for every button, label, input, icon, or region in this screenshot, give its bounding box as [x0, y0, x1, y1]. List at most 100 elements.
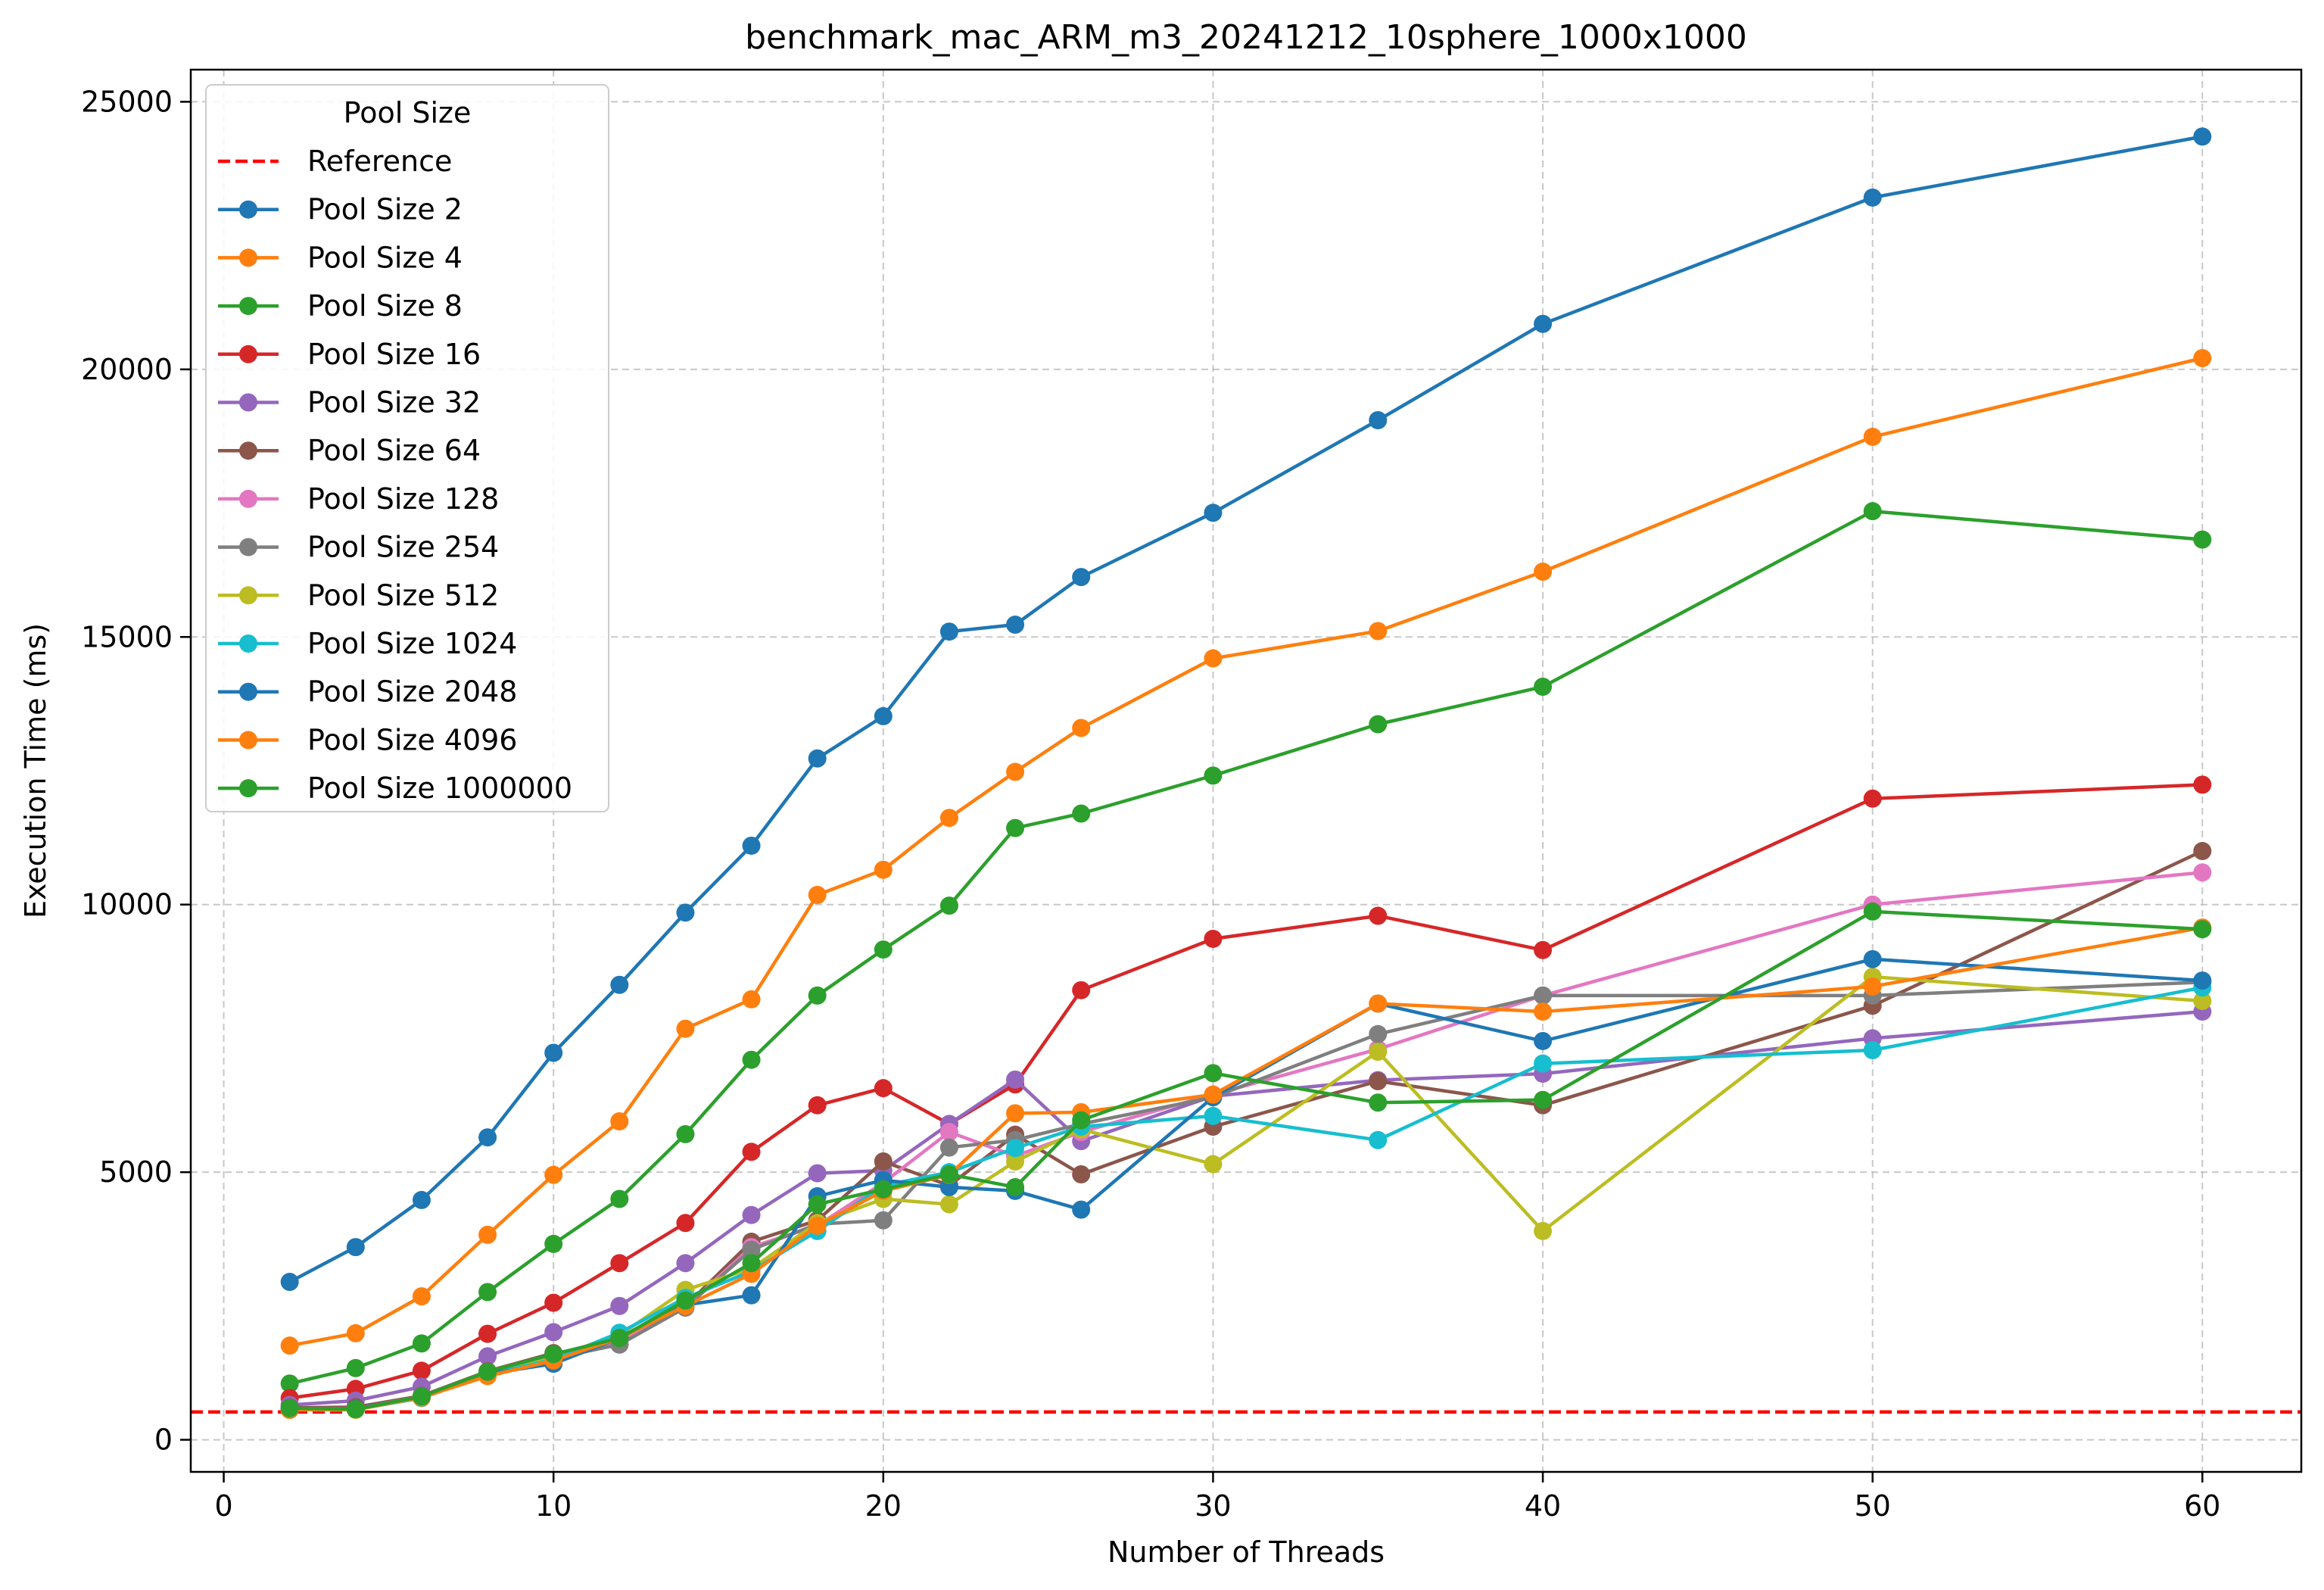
- legend-label: Pool Size 2048: [307, 675, 518, 709]
- data-point: [1369, 622, 1388, 641]
- data-point: [412, 1361, 431, 1380]
- data-point: [2193, 127, 2212, 146]
- data-point: [1006, 818, 1025, 837]
- data-point: [874, 940, 893, 959]
- legend-marker: [239, 200, 257, 219]
- data-point: [1006, 1104, 1025, 1123]
- series-pool-size-32: [280, 1002, 2212, 1414]
- chart-title: benchmark_mac_ARM_m3_20241212_10sphere_1…: [745, 18, 1747, 57]
- data-point: [1863, 427, 1882, 446]
- data-point: [610, 1329, 629, 1348]
- y-tick-label: 10000: [81, 888, 173, 921]
- data-point: [808, 1195, 827, 1214]
- series-pool-size-64: [280, 842, 2212, 1417]
- data-point: [2193, 349, 2212, 368]
- data-point: [1204, 649, 1223, 668]
- data-point: [544, 1323, 563, 1342]
- data-point: [2193, 775, 2212, 794]
- data-point: [1006, 1152, 1025, 1171]
- data-point: [2193, 530, 2212, 549]
- data-point: [1534, 1031, 1553, 1050]
- data-point: [1072, 1164, 1091, 1183]
- data-point: [1072, 804, 1091, 823]
- data-point: [544, 1043, 563, 1062]
- data-point: [1863, 902, 1882, 921]
- data-point: [346, 1400, 365, 1419]
- data-point: [1534, 940, 1553, 959]
- series-pool-size-16: [280, 775, 2212, 1408]
- series-pool-size-1000000: [280, 902, 2212, 1419]
- data-point: [2193, 863, 2212, 882]
- data-point: [676, 903, 695, 922]
- series-line: [289, 925, 2203, 1412]
- legend-marker: [239, 731, 257, 750]
- series-line: [289, 1009, 2203, 1407]
- data-point: [544, 1165, 563, 1184]
- y-tick-label: 15000: [81, 620, 173, 653]
- legend-label: Pool Size 4096: [307, 723, 518, 756]
- data-point: [1006, 1177, 1025, 1196]
- series-line: [289, 980, 2203, 1411]
- data-point: [676, 1291, 695, 1310]
- data-point: [1369, 994, 1388, 1013]
- legend-marker: [239, 634, 257, 653]
- data-point: [1006, 616, 1025, 634]
- data-point: [478, 1362, 497, 1381]
- series-line: [289, 986, 2203, 1411]
- x-tick-label: 0: [214, 1489, 232, 1523]
- data-point: [742, 990, 761, 1009]
- data-point: [478, 1347, 497, 1366]
- data-point: [412, 1190, 431, 1209]
- data-point: [808, 986, 827, 1005]
- data-point: [1369, 1130, 1388, 1149]
- series-line: [288, 135, 2203, 1284]
- data-point: [1204, 1106, 1223, 1125]
- data-point: [544, 1345, 563, 1364]
- data-point: [610, 1254, 629, 1273]
- axis-ticks: 0 10 20 30 40 50 60 0 5000 10000 15000 20000 25000: [81, 85, 2220, 1523]
- data-point: [1204, 1155, 1223, 1174]
- legend-item: Pool Size 254: [218, 531, 499, 564]
- legend-label: Pool Size 1024: [307, 627, 518, 660]
- data-point: [1534, 1221, 1553, 1240]
- data-point: [478, 1128, 497, 1147]
- data-point: [742, 836, 761, 855]
- data-point: [412, 1387, 431, 1406]
- data-point: [742, 1050, 761, 1069]
- data-point: [808, 749, 827, 768]
- series-line: [289, 356, 2203, 1348]
- data-point: [1204, 1085, 1223, 1104]
- series-line: [289, 783, 2203, 1400]
- x-tick-label: 50: [1855, 1489, 1891, 1523]
- data-point: [1204, 929, 1223, 948]
- data-point: [939, 809, 958, 828]
- data-point: [280, 1336, 299, 1355]
- legend-marker: [239, 344, 257, 363]
- y-axis-label: Execution Time (ms): [19, 623, 52, 918]
- legend-frame: [205, 84, 609, 812]
- data-point: [1534, 678, 1553, 697]
- legend-item: Pool Size 16: [218, 338, 481, 371]
- data-point: [742, 1240, 761, 1259]
- legend-item: Pool Size 1024: [218, 627, 518, 660]
- legend-item: Pool Size 512: [218, 578, 499, 612]
- series-pool-size-2: [280, 127, 2212, 1292]
- x-tick-label: 20: [865, 1489, 902, 1523]
- series-line: [289, 957, 2203, 1412]
- legend-label: Pool Size 32: [307, 386, 481, 419]
- data-point: [1369, 1071, 1388, 1090]
- data-point: [1863, 188, 1882, 207]
- data-point: [939, 1164, 958, 1183]
- legend-item: Pool Size 2048: [218, 675, 518, 709]
- legend-label: Pool Size 4: [307, 241, 463, 274]
- data-point: [1006, 1139, 1025, 1158]
- legend-item: Reference: [218, 145, 452, 178]
- legend-item: Pool Size 128: [218, 482, 499, 516]
- data-point: [874, 706, 893, 725]
- legend-marker: [239, 248, 257, 267]
- data-point: [1534, 1002, 1553, 1021]
- y-tick-label: 5000: [99, 1155, 173, 1189]
- series-pool-size-1024: [280, 978, 2212, 1419]
